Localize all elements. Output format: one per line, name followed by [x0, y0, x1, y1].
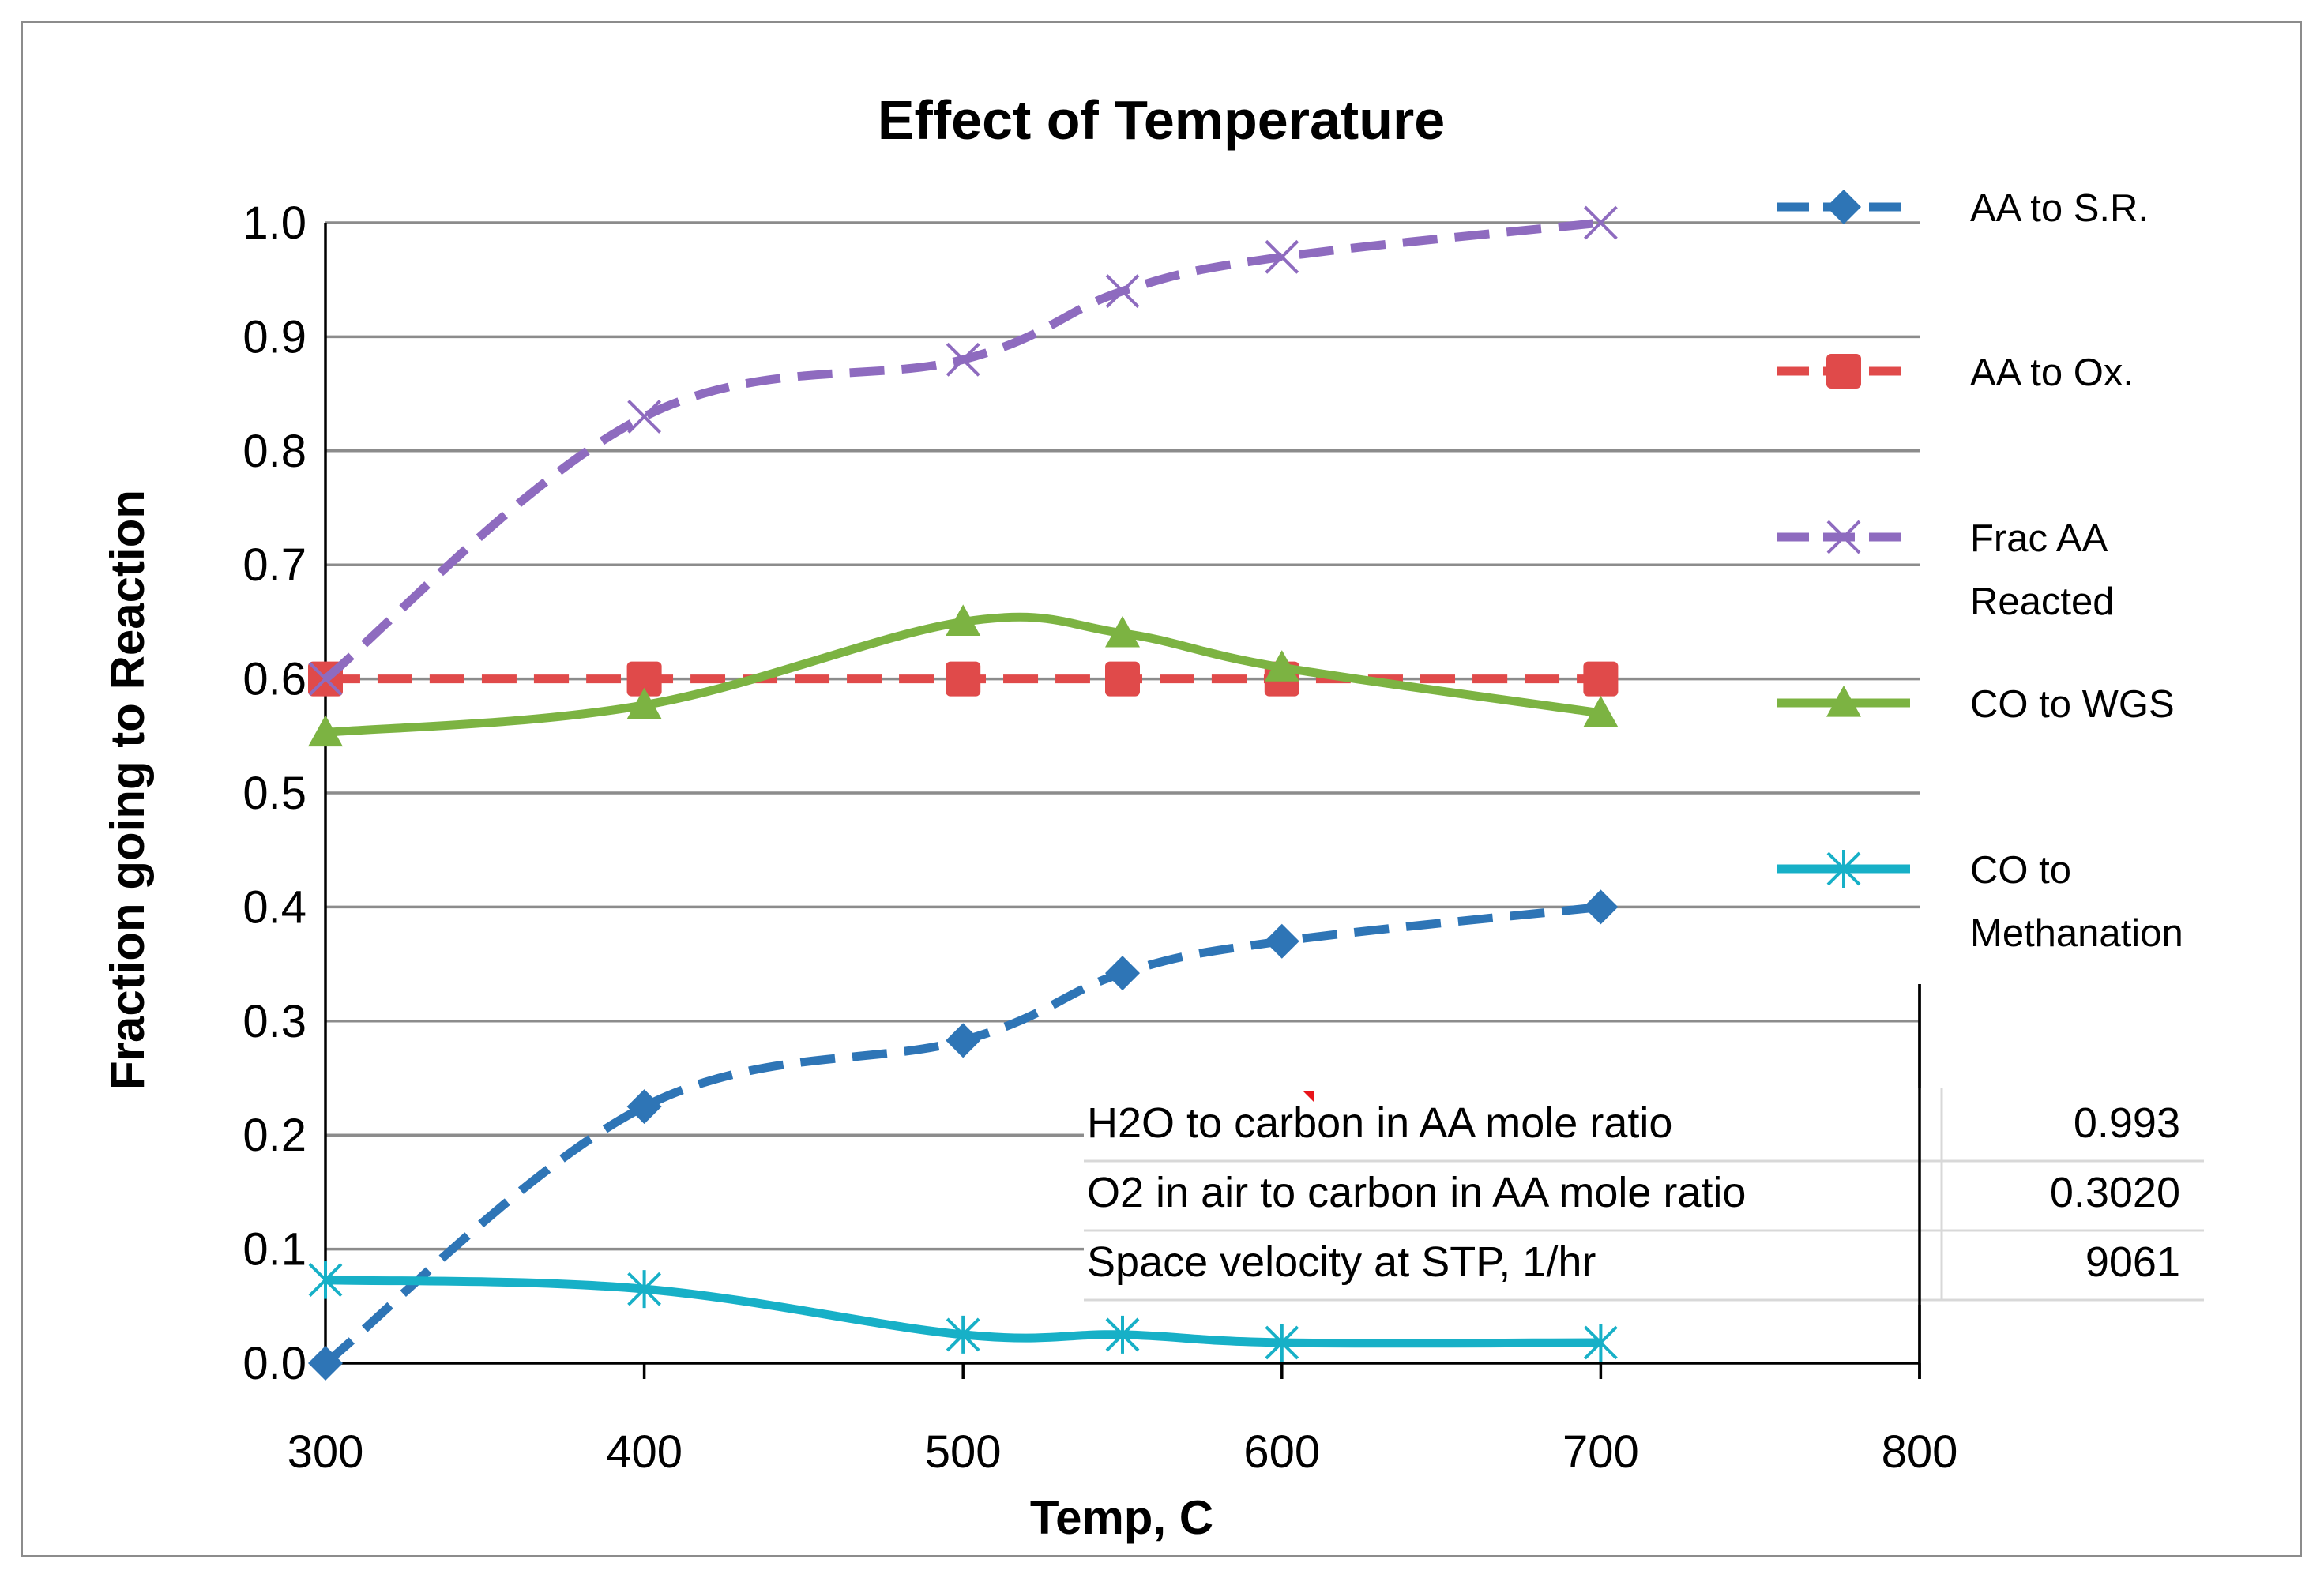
- x-tick-label: 500: [925, 1426, 1002, 1478]
- legend-label: Frac AA: [1970, 517, 2108, 560]
- data-point: [946, 604, 981, 636]
- y-tick-label: 0.3: [243, 996, 306, 1047]
- legend-label: AA to S.R.: [1970, 187, 2149, 230]
- y-tick-label: 0.4: [243, 881, 306, 933]
- table-row-label: H2O to carbon in AA mole ratio: [1087, 1099, 1672, 1147]
- series-co-to-wgs: [308, 604, 1619, 747]
- y-tick-label: 0.8: [243, 426, 306, 477]
- data-point: [1105, 274, 1140, 309]
- data-point: [1105, 956, 1140, 991]
- data-point: [1105, 661, 1140, 697]
- data-point: [308, 1346, 343, 1381]
- series-line: [325, 612, 1602, 737]
- data-point: [1583, 205, 1618, 240]
- legend-item: AA to Ox.: [1777, 351, 2134, 394]
- table-row-value: 0.3020: [2050, 1169, 2180, 1216]
- legend-swatch-marker: [1826, 354, 1861, 389]
- series-line: [322, 902, 1601, 1367]
- data-point: [308, 715, 343, 747]
- x-tick-labels: 300 400 500 600 700 800: [288, 1426, 1958, 1478]
- data-point: [946, 342, 980, 377]
- data-point: [946, 1315, 980, 1354]
- data-point: [1265, 1324, 1299, 1362]
- legend-item: Frac AA Reacted: [1777, 517, 2115, 623]
- data-point: [1264, 923, 1299, 959]
- series-group: [308, 205, 1619, 1381]
- data-point: [1105, 615, 1140, 648]
- y-tick-label: 0.1: [243, 1224, 306, 1276]
- legend-label: AA to Ox.: [1970, 351, 2134, 394]
- data-point: [626, 661, 662, 697]
- y-tick-label: 0.0: [243, 1338, 306, 1389]
- data-point: [1583, 1324, 1618, 1362]
- legend-item: AA to S.R.: [1777, 187, 2149, 230]
- data-point: [1583, 661, 1619, 697]
- legend-label: Reacted: [1970, 580, 2115, 623]
- x-tick-label: 300: [288, 1426, 364, 1478]
- data-point: [1264, 650, 1299, 682]
- data-point: [627, 1270, 662, 1309]
- series-frac-aa-reacted: [308, 205, 1618, 697]
- series-co-to-methanation: [308, 1261, 1618, 1362]
- table-row-value: 9061: [2085, 1238, 2180, 1286]
- annotation-table: H2O to carbon in AA mole ratio 0.993 O2 in…: [1084, 984, 2204, 1379]
- chart-title: Effect of Temperature: [878, 89, 1445, 151]
- data-point: [626, 1089, 662, 1125]
- legend-swatch-marker: [1826, 850, 1861, 888]
- x-tick-label: 700: [1562, 1426, 1639, 1478]
- legend-swatch-marker: [1826, 686, 1861, 717]
- y-tick-label: 1.0: [243, 197, 306, 249]
- data-point: [308, 662, 343, 697]
- data-point: [1105, 1315, 1140, 1354]
- y-tick-label: 0.5: [243, 768, 306, 819]
- table-row-label: O2 in air to carbon in AA mole ratio: [1087, 1169, 1746, 1216]
- legend-swatch-marker: [1826, 520, 1861, 554]
- data-point: [626, 687, 662, 719]
- table-row-value: 0.993: [2074, 1099, 2180, 1147]
- data-point: [308, 1261, 343, 1299]
- x-tick-label: 800: [1882, 1426, 1958, 1478]
- data-point: [627, 400, 662, 434]
- y-tick-label: 0.9: [243, 311, 306, 363]
- series-line: [322, 218, 1601, 682]
- y-tick-label: 0.2: [243, 1110, 306, 1161]
- y-tick-labels: 0.0 0.1 0.2 0.3 0.4 0.5 0.6 0.7 0.8 0.9 1.0: [243, 197, 306, 1389]
- data-point: [1583, 695, 1619, 727]
- legend-label: CO to WGS: [1970, 683, 2175, 726]
- x-tick-label: 400: [606, 1426, 683, 1478]
- x-axis-title: Temp, C: [1030, 1491, 1213, 1544]
- series-line: [325, 1276, 1601, 1348]
- data-point: [1583, 889, 1619, 925]
- legend-label: CO to: [1970, 849, 2071, 892]
- legend-swatch-marker: [1826, 190, 1861, 224]
- table-row-label: Space velocity at STP, 1/hr: [1087, 1238, 1596, 1286]
- data-point: [1265, 239, 1299, 274]
- legend-item: CO to WGS: [1777, 683, 2175, 726]
- x-tick-label: 600: [1243, 1426, 1320, 1478]
- y-axis-title: Fraction going to Reaction: [101, 490, 154, 1090]
- series-aa-to-s-r-: [308, 889, 1619, 1381]
- data-point: [946, 1023, 981, 1058]
- table-background: [1084, 1088, 2204, 1305]
- legend: AA to S.R. AA to Ox. Frac AA Reacted CO to W…: [1777, 187, 2183, 955]
- legend-label: Methanation: [1970, 912, 2183, 955]
- legend-item: CO to Methanation: [1777, 849, 2183, 955]
- comment-indicator-icon: [1303, 1091, 1314, 1103]
- y-tick-label: 0.7: [243, 539, 306, 591]
- y-tick-label: 0.6: [243, 654, 306, 705]
- data-point: [946, 661, 981, 697]
